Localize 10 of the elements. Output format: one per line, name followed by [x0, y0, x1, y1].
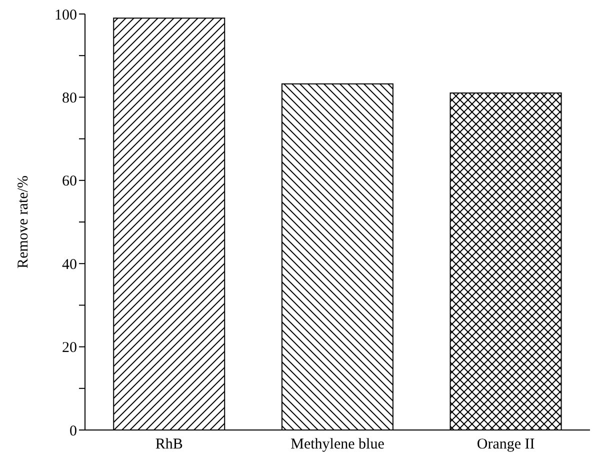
x-tick-label: RhB	[155, 436, 183, 453]
y-tick-label: 100	[54, 7, 77, 24]
y-tick-label: 60	[62, 174, 77, 190]
x-tick-label: Orange II	[476, 436, 535, 453]
y-tick-label: 0	[70, 423, 77, 440]
y-axis-title: Remove rate/%	[15, 176, 32, 268]
y-tick-label: 20	[62, 340, 77, 356]
x-tick-label: Methylene blue	[290, 436, 385, 453]
y-tick-label: 40	[62, 256, 77, 273]
y-tick-label: 80	[62, 90, 77, 107]
